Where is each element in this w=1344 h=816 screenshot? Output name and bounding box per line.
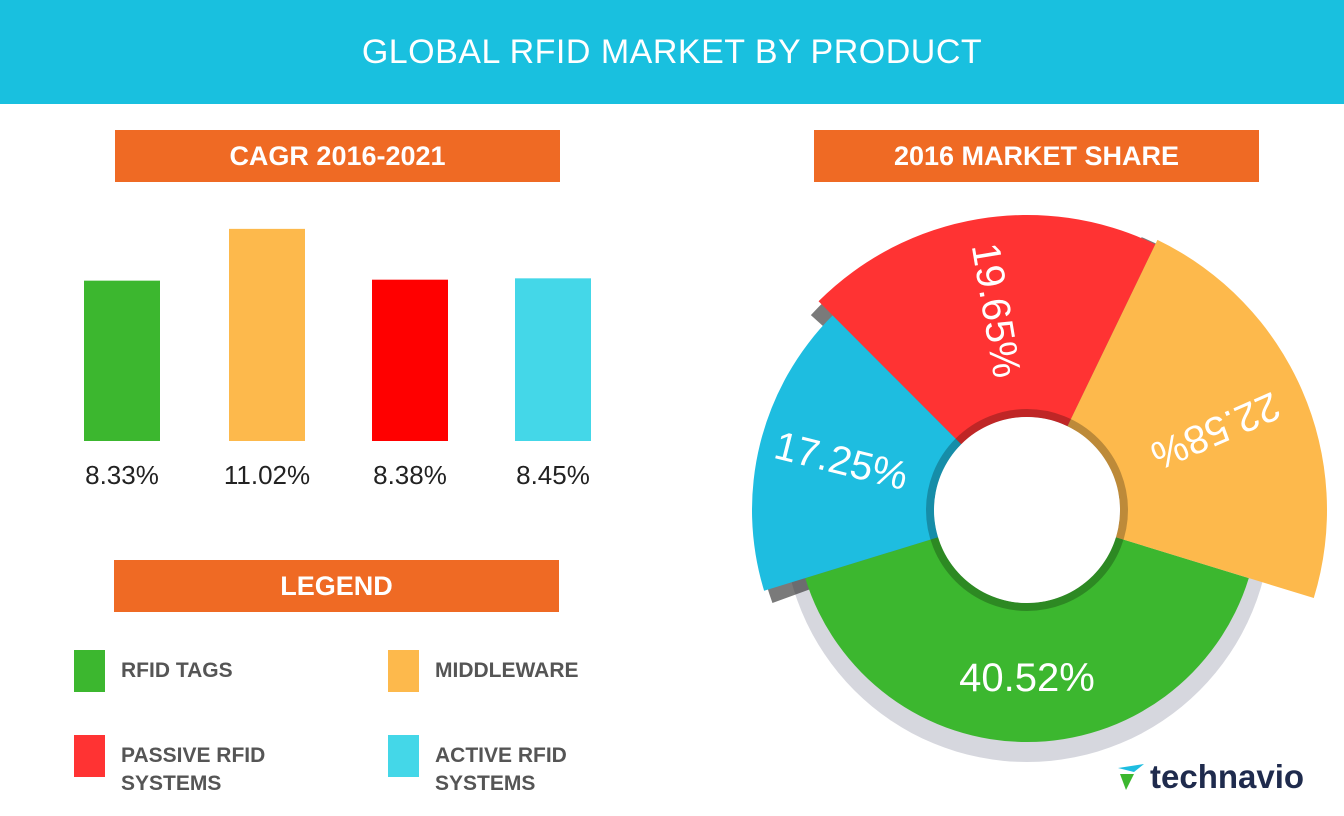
pie-hole-ring [926, 409, 1128, 611]
legend-label: ACTIVE RFID SYSTEMS [435, 744, 567, 795]
pie-slice [818, 215, 1156, 445]
value-label: 8.33% [85, 460, 159, 490]
pie-slice [1067, 239, 1327, 599]
bar-chart-title: CAGR 2016-2021 [115, 130, 560, 182]
legend-item: RFID TAGS [74, 650, 291, 692]
bar [372, 279, 448, 441]
pie-slice [805, 537, 1249, 742]
pie-chart-title: 2016 MARKET SHARE [814, 130, 1259, 182]
legend-item: ACTIVE RFID SYSTEMS [388, 735, 605, 798]
value-label: 8.45% [516, 460, 590, 490]
legend-swatch [74, 735, 105, 777]
legend-label: MIDDLEWARE [435, 659, 579, 682]
legend-item: MIDDLEWARE [388, 650, 605, 692]
legend-item: PASSIVE RFID SYSTEMS [74, 735, 291, 798]
legend-swatch [388, 735, 419, 777]
brand-icon [1118, 764, 1144, 790]
legend-label: RFID TAGS [121, 659, 233, 682]
legend-label: PASSIVE RFID SYSTEMS [121, 744, 266, 795]
brand: technavio [1116, 758, 1304, 796]
pie-slice [752, 315, 962, 591]
legend-swatch [74, 650, 105, 692]
value-label: 8.38% [373, 460, 447, 490]
slice-label: 40.52% [959, 656, 1095, 700]
legend-swatch [388, 650, 419, 692]
bar [84, 280, 160, 441]
legend-title: LEGEND [114, 560, 559, 612]
pie-hole [934, 417, 1120, 603]
brand-name: technavio [1150, 758, 1305, 795]
value-label: 11.02% [224, 460, 310, 490]
bar [229, 228, 305, 441]
bar [515, 278, 591, 441]
page-title: GLOBAL RFID MARKET BY PRODUCT [0, 0, 1344, 104]
